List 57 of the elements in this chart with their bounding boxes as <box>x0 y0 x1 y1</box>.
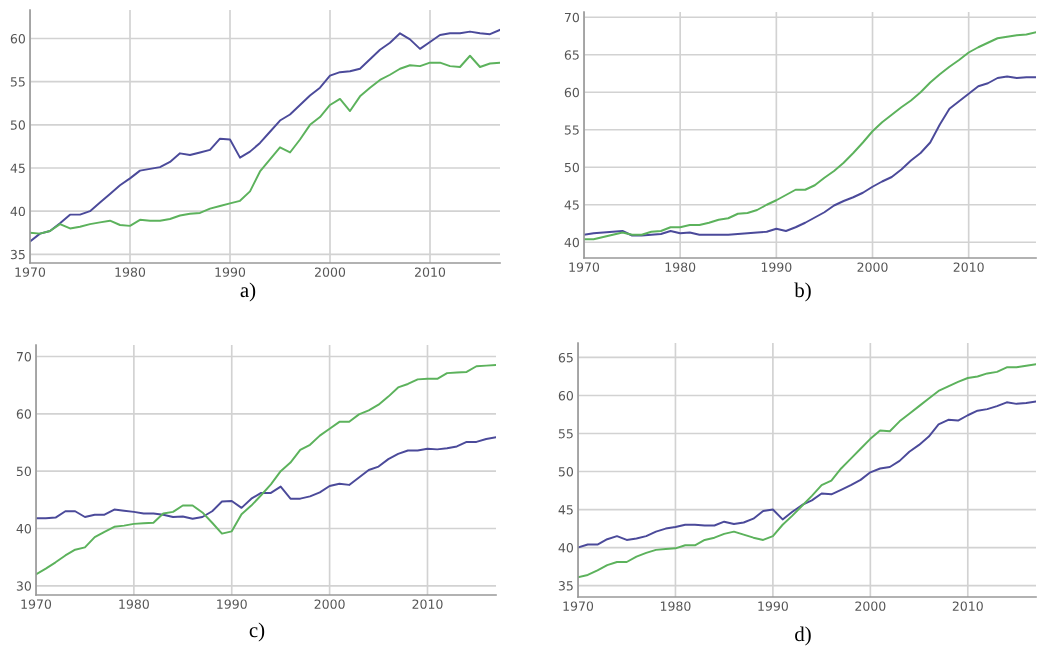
text: c) <box>249 622 265 642</box>
line-series <box>584 75 1036 237</box>
x-tick-label: 1990 <box>761 262 792 272</box>
x-tick-label: 2000 <box>314 599 345 609</box>
y-tick-label: 55 <box>558 429 573 439</box>
y-tick-label: 55 <box>564 125 579 135</box>
y-tick-label: 70 <box>16 351 31 362</box>
text: a) <box>240 282 256 302</box>
y-tick-label: 40 <box>16 523 31 534</box>
x-tick-label: 2010 <box>412 599 443 609</box>
y-tick-label: 50 <box>10 120 25 130</box>
y-tick-label: 60 <box>10 33 25 44</box>
x-tick-label: 1980 <box>119 599 149 609</box>
y-tick-label: 40 <box>564 237 579 248</box>
line-series <box>30 54 500 235</box>
x-tick-label: 1970 <box>15 267 46 277</box>
x-tick-label: 2010 <box>415 267 446 277</box>
y-tick-label: 65 <box>564 50 579 60</box>
y-tick-label: 60 <box>564 87 579 98</box>
line-series <box>36 364 496 576</box>
x-tick-label: 1980 <box>660 601 691 611</box>
x-tick-label: 1990 <box>758 601 788 611</box>
line-series <box>30 28 500 243</box>
y-tick-label: 30 <box>16 581 31 591</box>
y-tick-label: 35 <box>10 249 25 260</box>
y-tick-label: 55 <box>10 77 25 87</box>
y-tick-label: 60 <box>16 409 31 419</box>
y-tick-label: 45 <box>564 200 579 210</box>
line-series <box>578 363 1036 579</box>
x-tick-label: 2010 <box>952 601 983 611</box>
y-tick-label: 60 <box>558 390 573 401</box>
x-tick-label: 1970 <box>563 601 594 611</box>
x-tick-label: 1970 <box>21 599 52 609</box>
x-tick-label: 2000 <box>857 262 888 272</box>
x-tick-label: 2000 <box>855 601 886 611</box>
y-tick-label: 70 <box>564 12 579 23</box>
x-tick-label: 1990 <box>217 599 247 609</box>
line-series <box>578 400 1036 549</box>
text: b) <box>794 282 811 302</box>
line-series <box>584 31 1036 241</box>
y-tick-label: 45 <box>558 505 573 515</box>
y-tick-label: 50 <box>558 466 573 477</box>
x-tick-label: 1990 <box>215 267 246 277</box>
y-tick-label: 40 <box>10 206 25 217</box>
y-tick-label: 50 <box>16 466 31 477</box>
text: d) <box>795 626 811 646</box>
y-tick-label: 65 <box>558 352 573 363</box>
line-series <box>36 436 496 520</box>
x-tick-label: 1970 <box>569 262 600 272</box>
y-tick-label: 40 <box>558 543 573 553</box>
x-tick-label: 2010 <box>953 262 984 272</box>
y-tick-label: 35 <box>558 581 573 591</box>
x-tick-label: 1980 <box>115 267 146 277</box>
x-tick-label: 1980 <box>665 262 696 272</box>
y-tick-label: 50 <box>564 162 579 173</box>
x-tick-label: 2000 <box>315 267 346 277</box>
y-tick-label: 45 <box>10 163 25 173</box>
